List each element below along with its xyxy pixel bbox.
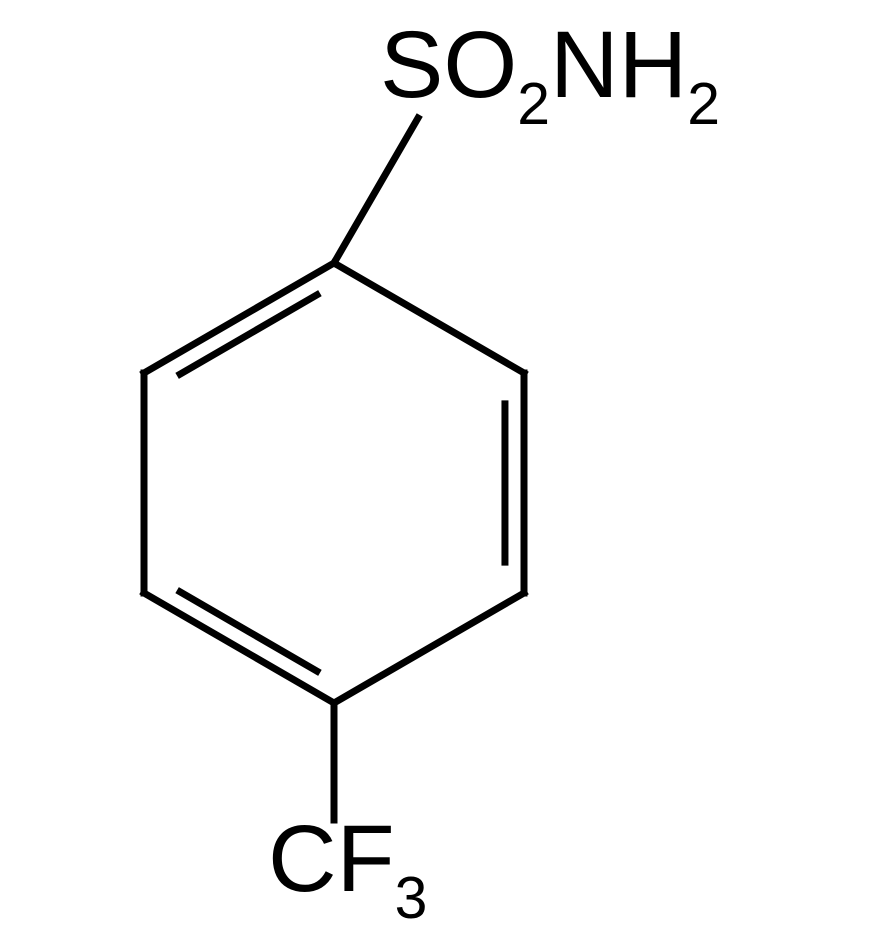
bonds-group xyxy=(144,118,524,820)
trifluoromethyl-label: CF3 xyxy=(268,812,427,922)
structure-svg xyxy=(0,0,890,890)
sulfonamide-label: SO2NH2 xyxy=(380,18,720,128)
chemical-structure-canvas: SO2NH2 CF3 xyxy=(0,0,890,890)
